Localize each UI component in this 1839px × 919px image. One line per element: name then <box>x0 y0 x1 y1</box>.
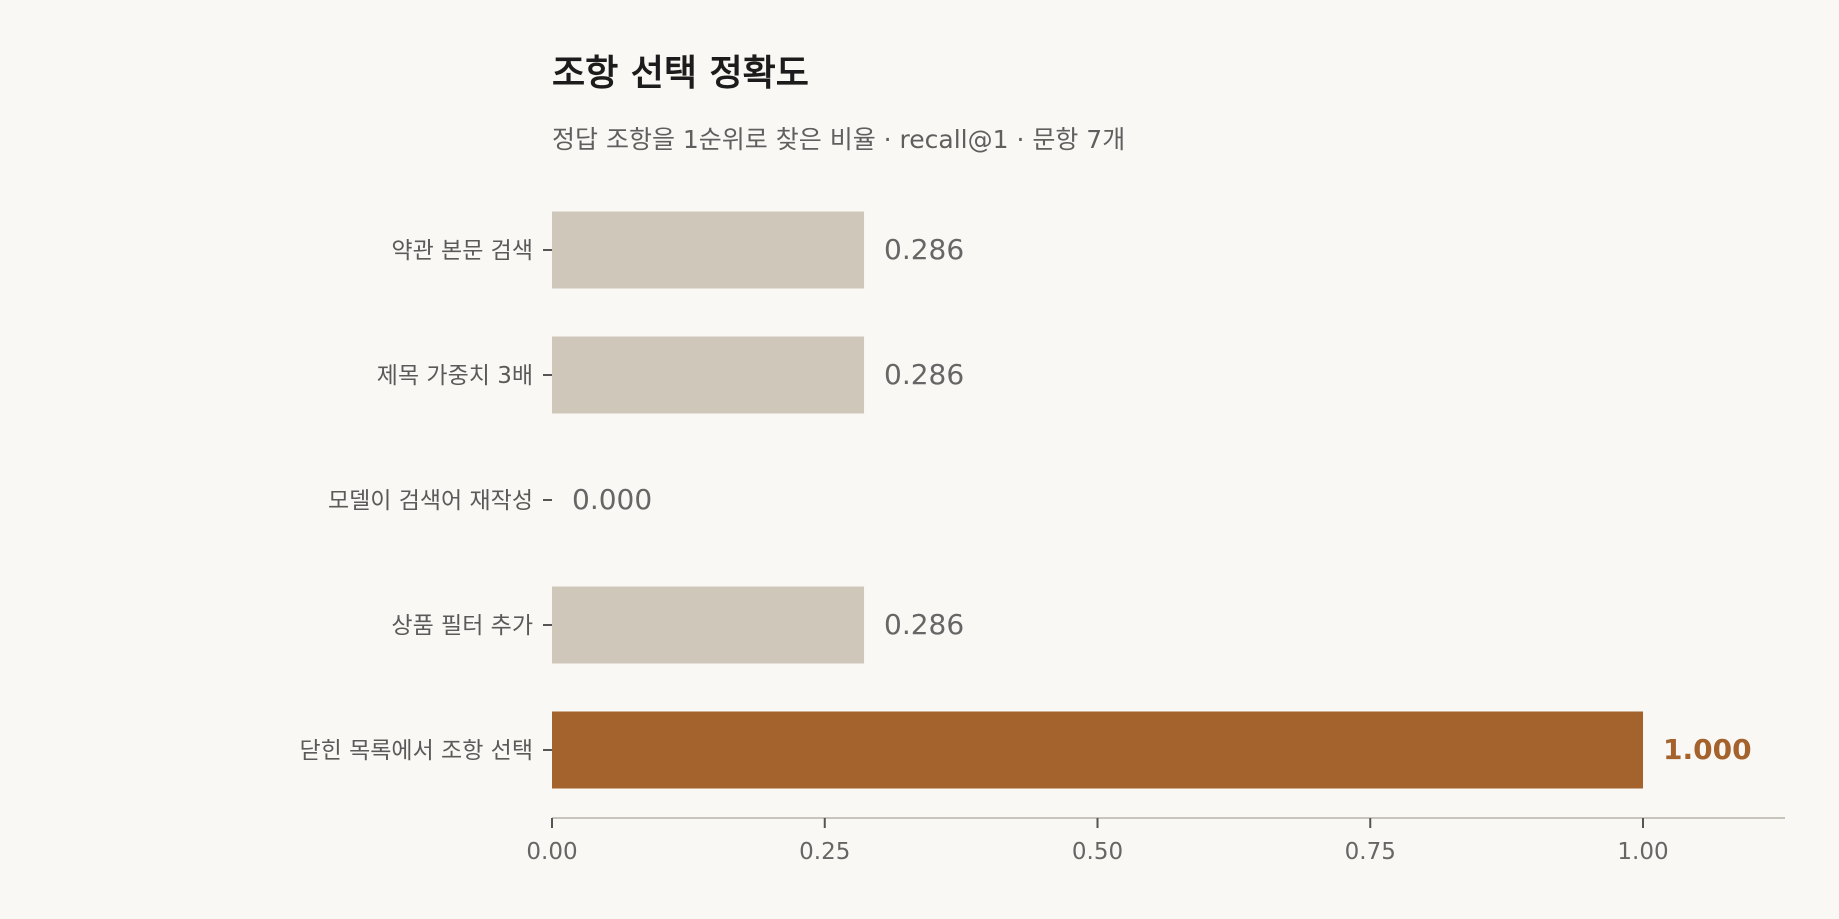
x-tick-label-2: 0.50 <box>1072 839 1123 865</box>
chart-subtitle: 정답 조항을 1순위로 찾은 비율 · recall@1 · 문항 7개 <box>552 125 1126 154</box>
value-label-1: 0.286 <box>884 358 964 391</box>
category-label-1: 제목 가중치 3배 <box>377 363 533 389</box>
x-tick-label-3: 0.75 <box>1345 839 1396 865</box>
x-tick-label-0: 0.00 <box>526 839 577 865</box>
category-label-3: 상품 필터 추가 <box>391 613 533 639</box>
x-tick-label-4: 1.00 <box>1617 839 1668 865</box>
bar-0 <box>552 211 865 289</box>
chart-title: 조항 선택 정확도 <box>552 53 809 94</box>
category-label-4: 닫힌 목록에서 조항 선택 <box>299 738 533 764</box>
value-label-0: 0.286 <box>884 233 964 266</box>
category-label-0: 약관 본문 검색 <box>391 238 533 264</box>
category-label-2: 모델이 검색어 재작성 <box>328 488 533 514</box>
x-tick-label-1: 0.25 <box>799 839 850 865</box>
bar-4 <box>552 711 1643 789</box>
value-label-2: 0.000 <box>572 483 652 516</box>
value-label-4: 1.000 <box>1663 733 1752 766</box>
bar-1 <box>552 336 865 414</box>
bar-3 <box>552 586 865 664</box>
value-label-3: 0.286 <box>884 608 964 641</box>
